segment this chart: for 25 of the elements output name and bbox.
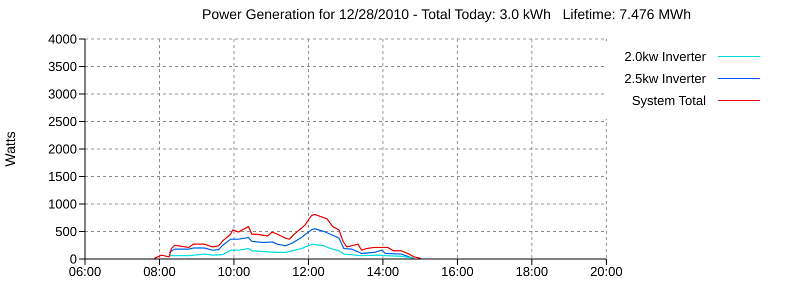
y-tick-label: 3000: [48, 86, 77, 102]
x-tick-label: 12:00: [292, 264, 325, 280]
y-tick-label: 1000: [48, 196, 77, 212]
y-tick-label: 3500: [48, 59, 77, 74]
legend-label: 2.0kw Inverter: [624, 48, 706, 64]
y-tick-label: 2000: [48, 142, 77, 157]
y-tick-label: 1500: [48, 169, 77, 184]
line-series: [154, 214, 422, 259]
line-series: [168, 228, 414, 259]
x-tick-label: 16:00: [441, 264, 474, 280]
chart-title: Power Generation for 12/28/2010 - Total Today: 3.0 kWh Lifetime: 7.476 MWh: [201, 6, 692, 22]
y-tick-label: 4000: [48, 32, 77, 47]
x-tick-label: 10:00: [218, 264, 250, 280]
y-tick-label: 0: [70, 252, 77, 267]
x-tick-label: 08:00: [143, 264, 176, 280]
legend-label: System Total: [632, 92, 706, 108]
x-tick-label: 20:00: [590, 264, 623, 280]
x-tick-label: 14:00: [366, 264, 400, 280]
legend-label: 2.5kw Inverter: [624, 70, 706, 86]
y-tick-label: 500: [55, 224, 77, 240]
y-axis-title: Watts: [2, 131, 18, 167]
x-tick-label: 18:00: [516, 264, 548, 280]
x-tick-label: 06:00: [68, 264, 102, 280]
line-series: [168, 244, 414, 259]
y-tick-label: 2500: [48, 114, 77, 130]
